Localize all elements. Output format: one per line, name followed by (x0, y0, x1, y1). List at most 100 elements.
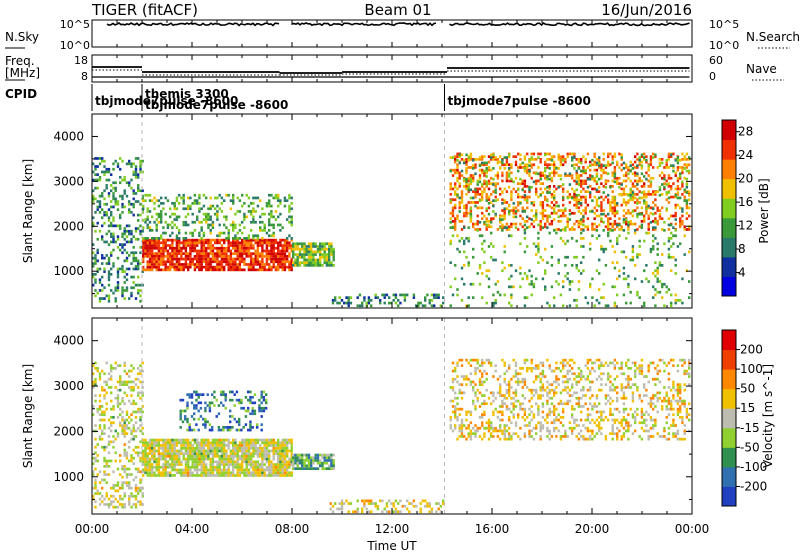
data-cell (232, 223, 235, 227)
data-cell (259, 455, 262, 458)
data-cell (209, 457, 212, 461)
data-cell (151, 252, 154, 255)
data-cell (365, 301, 368, 305)
data-cell (141, 159, 144, 163)
data-cell (254, 460, 257, 464)
data-cell (514, 211, 518, 215)
data-cell (130, 418, 133, 422)
data-cell (508, 175, 511, 178)
data-cell (281, 444, 284, 447)
data-cell (123, 281, 126, 284)
data-cell (530, 218, 533, 221)
data-cell (216, 455, 219, 458)
data-cell (178, 215, 181, 219)
data-cell (134, 251, 138, 255)
data-cell (281, 238, 284, 242)
data-cell (132, 380, 135, 384)
data-cell (586, 166, 590, 169)
data-cell (173, 455, 176, 458)
data-cell (207, 218, 210, 221)
data-cell (535, 245, 538, 248)
data-cell (580, 203, 583, 207)
data-cell (474, 166, 477, 169)
data-cell (105, 254, 108, 257)
data-cell (198, 457, 201, 461)
data-cell (205, 265, 208, 269)
data-cell (298, 264, 302, 267)
data-cell (656, 166, 659, 169)
data-cell (134, 192, 138, 195)
data-cell (162, 226, 165, 229)
data-cell (142, 257, 145, 261)
data-cell (665, 183, 668, 186)
data-cell (155, 252, 158, 255)
data-cell (573, 203, 576, 207)
data-cell (184, 244, 188, 247)
data-cell (598, 223, 601, 227)
data-cell (164, 444, 167, 447)
data-cell (496, 182, 500, 185)
data-cell (125, 194, 129, 198)
data-cell (220, 441, 224, 445)
data-cell (121, 286, 124, 290)
data-cell (160, 212, 163, 216)
data-cell (171, 252, 174, 255)
freq-label-line1: Freq. (5, 54, 35, 68)
data-cell (130, 237, 133, 241)
data-cell (166, 460, 170, 464)
data-cell (173, 441, 176, 445)
data-cell (503, 293, 506, 297)
data-cell (225, 252, 228, 255)
data-cell (207, 474, 210, 477)
data-cell (110, 211, 113, 214)
data-cell (494, 301, 497, 305)
data-cell (310, 255, 313, 259)
data-cell (319, 242, 322, 246)
data-cell (288, 457, 291, 461)
data-cell (598, 190, 601, 193)
data-cell (279, 199, 282, 202)
data-cell (458, 250, 461, 254)
data-cell (274, 444, 278, 447)
data-cell (286, 238, 289, 242)
data-cell (602, 152, 605, 156)
data-cell (562, 239, 565, 243)
data-cell (661, 206, 664, 210)
data-cell (139, 162, 142, 166)
data-cell (101, 216, 104, 220)
data-cell (683, 190, 686, 193)
data-cell (92, 273, 95, 276)
data-cell (134, 256, 138, 260)
data-cell (611, 211, 614, 215)
data-cell (519, 242, 522, 246)
data-cell (622, 220, 626, 224)
data-cell (209, 229, 212, 232)
data-cell (153, 241, 156, 245)
data-cell (263, 223, 266, 227)
data-cell (616, 261, 619, 264)
data-cell (541, 171, 545, 175)
data-cell (218, 465, 221, 469)
data-cell (636, 166, 639, 169)
data-cell (501, 174, 504, 177)
data-cell (243, 444, 246, 447)
data-cell (613, 152, 617, 156)
data-cell (144, 220, 147, 224)
data-cell (394, 296, 398, 299)
data-cell (184, 474, 188, 477)
data-cell (200, 244, 203, 247)
data-cell (281, 244, 284, 247)
data-cell (191, 438, 194, 442)
data-cell (667, 185, 671, 188)
data-cell (146, 452, 149, 455)
data-cell (683, 155, 686, 158)
data-cell (647, 231, 650, 235)
data-cell (530, 152, 533, 156)
data-cell (625, 255, 628, 259)
data-cell (631, 247, 635, 251)
data-cell (424, 296, 427, 299)
data-cell (654, 203, 657, 207)
data-cell (607, 231, 610, 235)
data-cell (537, 231, 540, 235)
data-cell (492, 183, 495, 186)
